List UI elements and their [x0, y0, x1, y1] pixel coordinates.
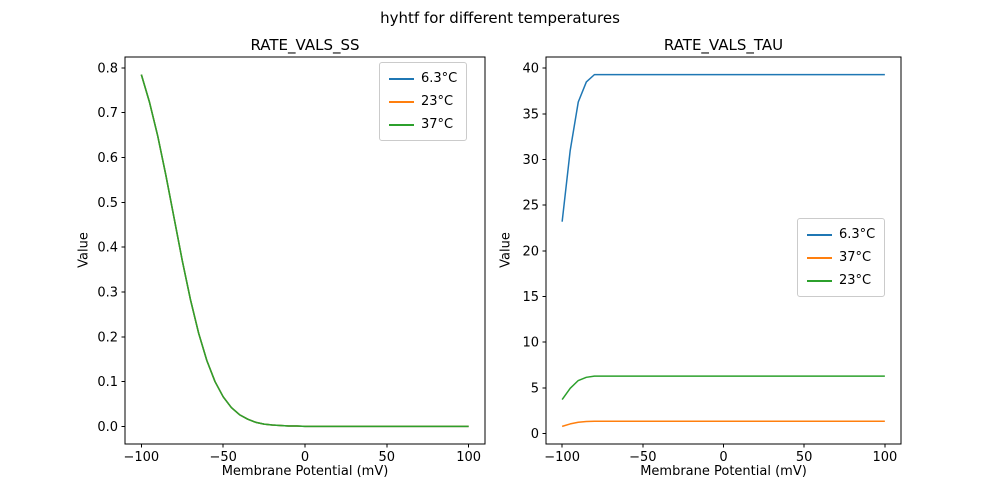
legend-label: 37°C	[421, 117, 454, 132]
legend-entry: 37°C	[389, 113, 457, 136]
y-tick-label: 10	[522, 336, 539, 351]
y-tick-label: 20	[522, 244, 539, 259]
legend-entry: 6.3°C	[807, 223, 875, 246]
y-tick-label: 30	[522, 153, 539, 168]
x-axis-label-ss: Membrane Potential (mV)	[221, 464, 389, 479]
legend-line-swatch	[389, 100, 414, 103]
legend-line-swatch	[389, 123, 414, 126]
plot-title-rate-vals-ss: RATE_VALS_SS	[250, 36, 360, 54]
y-axis-label-tau: Value	[498, 232, 514, 268]
plot-title-rate-vals-tau: RATE_VALS_TAU	[663, 36, 784, 54]
legend-ss: 6.3°C 23°C 37°C	[379, 62, 468, 141]
legend-line-swatch	[389, 77, 414, 80]
x-tick-label: −100	[124, 450, 160, 465]
legend-label: 23°C	[421, 94, 454, 109]
legend-entry: 6.3°C	[389, 67, 457, 90]
legend-label: 6.3°C	[421, 71, 458, 86]
legend-label: 37°C	[839, 250, 872, 265]
legend-line-swatch	[807, 256, 832, 259]
x-tick-label: 0	[719, 450, 727, 465]
y-tick-label: 0	[531, 427, 539, 442]
figure-title: hyhtf for different temperatures	[380, 9, 620, 27]
x-tick-label: 50	[379, 450, 396, 465]
legend-entry: 23°C	[807, 269, 875, 292]
y-tick-label: 15	[522, 290, 539, 305]
y-tick-label: 0.7	[97, 106, 118, 121]
y-tick-label: 0.6	[97, 151, 118, 166]
y-tick-label: 0.5	[97, 196, 118, 211]
x-tick-label: 100	[872, 450, 897, 465]
y-tick-label: 35	[522, 107, 539, 122]
legend-line-swatch	[807, 279, 832, 282]
series-line-23°C	[561, 375, 885, 401]
x-tick-label: −50	[629, 450, 656, 465]
y-tick-label: 40	[522, 62, 539, 77]
y-tick-label: 0.2	[97, 330, 118, 345]
y-tick-label: 0.3	[97, 285, 118, 300]
legend-label: 6.3°C	[839, 227, 876, 242]
y-tick-label: 25	[522, 199, 539, 214]
y-tick-label: 0.4	[97, 241, 118, 256]
legend-line-swatch	[807, 233, 832, 236]
x-tick-label: −100	[544, 450, 580, 465]
y-axis-label-ss: Value	[76, 232, 92, 268]
legend-entry: 23°C	[389, 90, 457, 113]
rate-vals-tau-chart: −100 −50 0 50 100 0 5 10 15 20 25 30 35 40	[522, 56, 902, 465]
y-tick-label: 0.1	[97, 375, 118, 390]
legend-entry: 37°C	[807, 246, 875, 269]
x-tick-label: 50	[796, 450, 813, 465]
y-tick-label: 5	[531, 381, 539, 396]
x-tick-label: 0	[301, 450, 309, 465]
series-line-37°C	[561, 420, 885, 428]
y-tick-label: 0.0	[97, 420, 118, 435]
legend-label: 23°C	[839, 273, 872, 288]
series-line-37°C	[140, 74, 469, 428]
rate-vals-ss-chart: −100 −50 0 50 100 0.0 0.1 0.2 0.3 0.4 0.5 0.6 0.7 0.8	[97, 56, 486, 465]
x-tick-label: −50	[209, 450, 236, 465]
x-axis-label-tau: Membrane Potential (mV)	[640, 464, 807, 479]
legend-tau: 6.3°C 37°C 23°C	[797, 218, 886, 297]
series-line-6.3°C	[561, 73, 885, 222]
y-tick-label: 0.8	[97, 61, 118, 76]
x-tick-label: 100	[456, 450, 481, 465]
